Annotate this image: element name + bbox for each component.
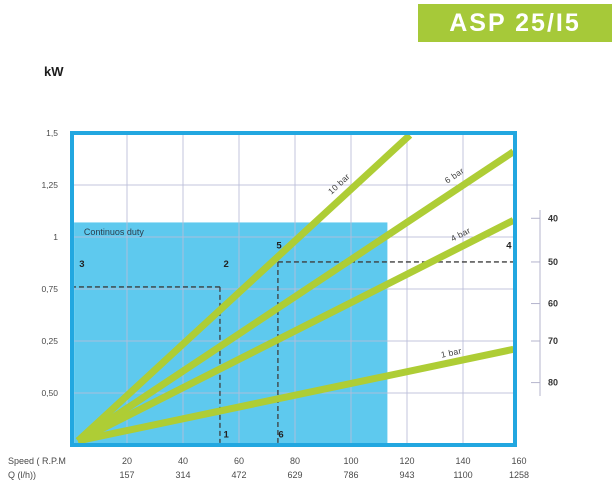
left-axis-label: 1 xyxy=(53,232,58,242)
continuous-duty-label: Continuos duty xyxy=(84,227,145,237)
right-axis-label: 70 xyxy=(548,336,558,346)
pressure-curve xyxy=(77,345,515,443)
duty-point-label: 3 xyxy=(79,259,84,270)
x-axis-flow-row: Q (l/h)) 157 314 472 629 786 943 1100 1258 xyxy=(0,470,612,482)
flow-tick-label: 786 xyxy=(343,470,359,480)
pressure-curve xyxy=(76,148,515,443)
model-badge-label: ASP 25/I5 xyxy=(449,8,581,37)
x-axis-flow-label: Q (l/h)) xyxy=(8,470,36,480)
flow-tick-label: 157 xyxy=(119,470,135,480)
speed-tick-label: 160 xyxy=(511,456,527,466)
model-badge: ASP 25/I5 xyxy=(418,4,612,42)
duty-point-label: 2 xyxy=(223,259,228,270)
duty-point-label: 6 xyxy=(278,430,283,441)
flow-tick-label: 1100 xyxy=(453,470,473,480)
speed-tick-label: 80 xyxy=(289,456,301,466)
duty-point-label: 5 xyxy=(276,240,282,251)
speed-tick-label: 20 xyxy=(121,456,133,466)
left-axis-label: 1,25 xyxy=(41,180,58,190)
left-axis-label: 0,75 xyxy=(41,284,58,294)
left-axis-label: 0,25 xyxy=(41,336,58,346)
x-axis-speed-row: Speed ( R.P.M 20 40 60 80 100 120 140 160 xyxy=(0,456,612,468)
speed-tick-label: 100 xyxy=(343,456,359,466)
x-axis-speed-label: Speed ( R.P.M xyxy=(8,456,66,466)
pressure-curve xyxy=(75,135,413,443)
flow-tick-label: 629 xyxy=(287,470,303,480)
left-axis-label: 0,50 xyxy=(41,388,58,398)
chart-border xyxy=(70,131,517,447)
duty-point-label: 1 xyxy=(223,430,229,441)
right-axis-label: 80 xyxy=(548,378,558,388)
left-axis-label: 1,5 xyxy=(46,128,58,138)
y-axis-unit-label: kW xyxy=(44,64,64,79)
duty-point-label: 4 xyxy=(506,240,512,251)
pressure-curve-label: 1 bar xyxy=(440,346,462,360)
speed-tick-label: 120 xyxy=(399,456,415,466)
speed-tick-label: 60 xyxy=(233,456,245,466)
speed-tick-label: 140 xyxy=(455,456,471,466)
speed-tick-label: 40 xyxy=(177,456,189,466)
pressure-curve xyxy=(76,217,515,443)
right-axis-label: 50 xyxy=(548,257,558,267)
right-axis-label: 60 xyxy=(548,299,558,309)
flow-tick-label: 314 xyxy=(175,470,191,480)
right-axis-label: 40 xyxy=(548,213,558,223)
flow-tick-label: 472 xyxy=(231,470,247,480)
right-axis: 40 50 60 70 80 xyxy=(531,210,558,396)
flow-tick-label: 1258 xyxy=(508,470,530,480)
flow-tick-label: 943 xyxy=(399,470,415,480)
